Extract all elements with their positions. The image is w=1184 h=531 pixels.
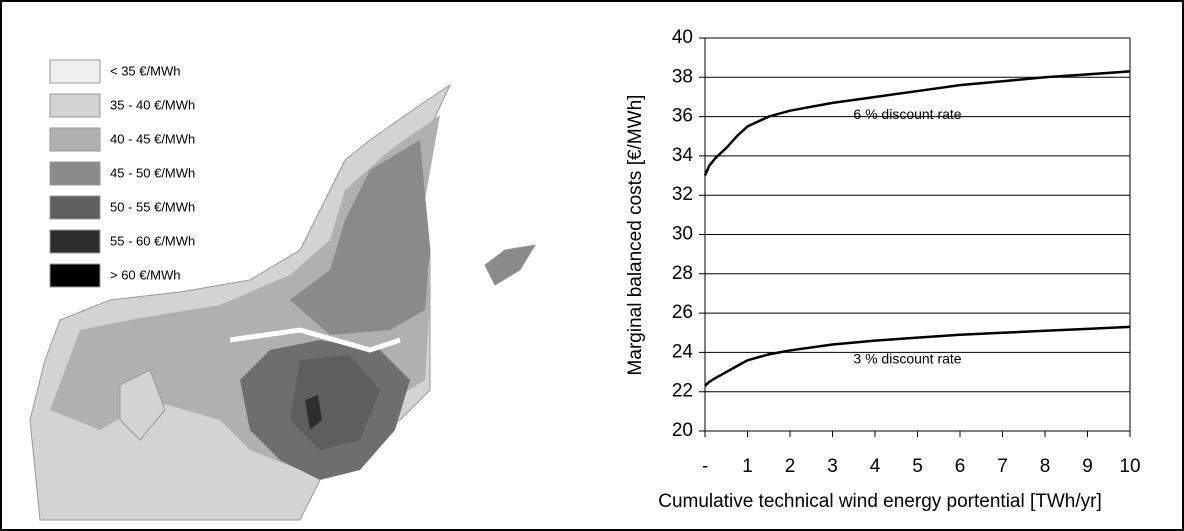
x-tick-label: - — [702, 456, 708, 477]
line — [704, 325, 1131, 387]
legend-swatch — [49, 127, 101, 152]
x-tick-label: 4 — [870, 456, 881, 477]
y-tick-label: 32 — [672, 184, 693, 205]
x-tick-label: 5 — [912, 456, 923, 477]
line — [703, 70, 1131, 177]
legend-label: < 35 €/MWh — [110, 63, 180, 78]
legend-label: 50 - 55 €/MWh — [110, 199, 195, 214]
island — [484, 244, 536, 286]
island — [119, 369, 166, 441]
map-zone — [305, 395, 322, 430]
x-tick-label: 10 — [1119, 456, 1140, 477]
x-tick-label: 8 — [1040, 456, 1051, 477]
legend-label: 35 - 40 €/MWh — [110, 97, 195, 112]
fjord — [229, 327, 401, 353]
x-tick-label: 6 — [955, 456, 966, 477]
legend-label: 40 - 45 €/MWh — [110, 131, 195, 146]
y-axis-label: Marginal balanced costs [€/MWh] — [625, 95, 646, 376]
map — [29, 83, 536, 521]
y-tick-label: 20 — [672, 420, 693, 441]
legend-swatch — [49, 195, 101, 220]
y-tick-label: 36 — [672, 106, 693, 127]
legend-swatch — [49, 161, 101, 186]
y-tick-label: 28 — [672, 263, 693, 284]
y-tick-label: 22 — [672, 381, 693, 402]
legend-swatch — [49, 229, 101, 254]
x-tick-label: 9 — [1082, 456, 1093, 477]
map-zone — [290, 140, 430, 335]
y-tick-label: 24 — [672, 341, 694, 362]
x-tick-label: 7 — [997, 456, 1008, 477]
x-axis-label: Cumulative technical wind energy portent… — [658, 491, 1102, 512]
y-tick-label: 34 — [672, 145, 694, 166]
legend-label: 55 - 60 €/MWh — [110, 233, 195, 248]
line-annotation: 3 % discount rate — [853, 350, 961, 366]
x-tick-label: 3 — [827, 456, 838, 477]
y-tick-label: 40 — [672, 27, 693, 48]
legend-label: 45 - 50 €/MWh — [110, 165, 195, 180]
legend-swatch — [49, 263, 101, 288]
x-tick-label: 1 — [742, 456, 753, 477]
y-tick-label: 26 — [672, 302, 693, 323]
legend-label: > 60 €/MWh — [110, 267, 180, 282]
y-tick-label: 38 — [672, 66, 693, 87]
legend-swatch — [49, 59, 101, 84]
line-annotation: 6 % discount rate — [853, 106, 961, 122]
x-tick-label: 2 — [785, 456, 796, 477]
map-legend: < 35 €/MWh 35 - 40 €/MWh 40 - 45 €/MWh 45 -… — [49, 59, 195, 288]
legend-swatch — [49, 93, 101, 118]
y-tick-label: 30 — [672, 224, 693, 245]
